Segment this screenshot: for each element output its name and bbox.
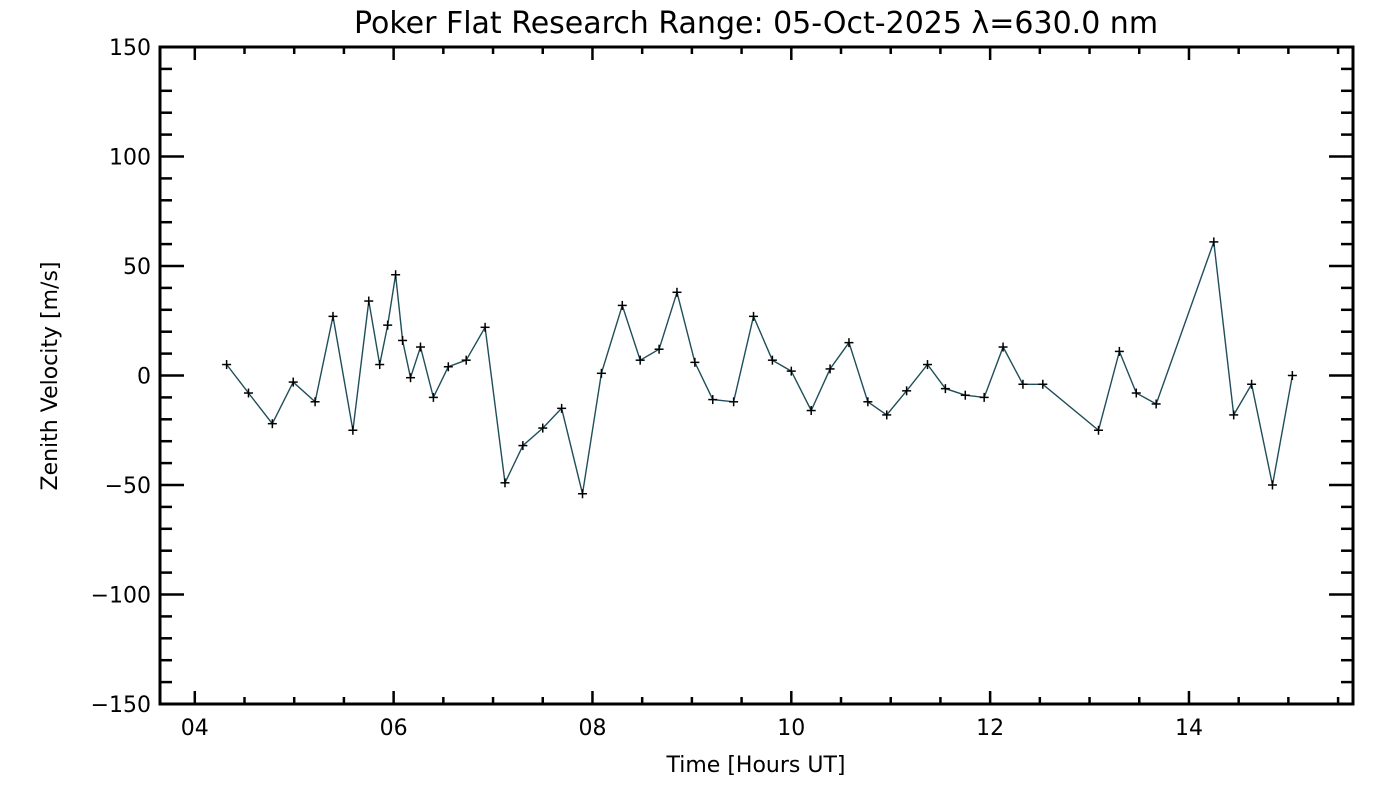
data-point — [825, 364, 835, 374]
data-point — [518, 441, 528, 451]
plot-frame — [158, 45, 1355, 706]
data-point — [538, 423, 548, 433]
x-tick-label: 08 — [578, 716, 606, 741]
data-point — [375, 360, 385, 370]
data-point — [348, 425, 358, 435]
x-axis-label: Time [Hours UT] — [666, 753, 846, 778]
data-point — [578, 489, 588, 499]
data-point — [1131, 388, 1141, 398]
data-point — [979, 392, 989, 402]
data-point — [1093, 425, 1103, 435]
data-point — [882, 410, 892, 420]
data-point — [461, 355, 471, 365]
data-point — [922, 360, 932, 370]
data-point — [557, 403, 567, 413]
data-point — [863, 397, 873, 407]
data-point — [998, 342, 1008, 352]
data-point — [364, 296, 374, 306]
data-point — [654, 344, 664, 354]
axis-ticks — [160, 45, 1353, 706]
data-point — [1114, 346, 1124, 356]
y-tick-label: 50 — [123, 255, 151, 280]
x-tick-label: 10 — [777, 716, 805, 741]
chart-title: Poker Flat Research Range: 05-Oct-2025 λ… — [354, 6, 1158, 41]
x-tick-label: 12 — [976, 716, 1004, 741]
y-tick-label: 100 — [109, 146, 151, 171]
data-point — [786, 366, 796, 376]
data-point — [902, 386, 912, 396]
x-tick-label: 04 — [181, 716, 209, 741]
data-point — [480, 322, 490, 332]
data-point — [383, 320, 393, 330]
x-tick-label: 06 — [380, 716, 408, 741]
data-point — [310, 397, 320, 407]
data-point — [406, 373, 416, 383]
data-point — [267, 419, 277, 429]
data-point — [635, 355, 645, 365]
data-point — [500, 478, 510, 488]
data-point — [443, 362, 453, 372]
y-axis-label: Zenith Velocity [m/s] — [38, 262, 63, 491]
data-point — [729, 397, 739, 407]
x-tick-labels: 04 06 08 10 12 14 — [181, 716, 1203, 741]
data-point — [1287, 371, 1297, 380]
data-point — [391, 270, 401, 280]
data-point — [844, 338, 854, 348]
data-point — [428, 392, 438, 402]
y-tick-label: −50 — [105, 474, 151, 499]
y-tick-label: −150 — [91, 693, 151, 718]
data-point — [1267, 480, 1277, 490]
data-point — [960, 390, 970, 400]
data-point — [596, 368, 606, 378]
data-point — [617, 300, 627, 310]
y-tick-label: −100 — [91, 584, 151, 609]
y-tick-labels: 150 100 50 0 −50 −100 −150 — [91, 36, 151, 718]
data-point — [1018, 379, 1028, 389]
data-point — [1209, 237, 1219, 247]
data-point — [672, 287, 682, 297]
data-point — [398, 335, 408, 345]
data-point — [708, 395, 718, 405]
data-point — [1229, 410, 1239, 420]
data-point — [328, 311, 338, 321]
data-point — [1038, 379, 1048, 389]
data-point — [1247, 379, 1257, 389]
series-line — [226, 241, 1294, 494]
data-markers — [222, 237, 1297, 499]
data-point — [690, 357, 700, 367]
data-point — [222, 360, 232, 370]
data-point — [1151, 399, 1161, 409]
data-point — [243, 388, 253, 398]
y-tick-label: 150 — [109, 36, 151, 61]
x-tick-label: 14 — [1175, 716, 1203, 741]
data-point — [767, 355, 777, 365]
data-point — [288, 377, 298, 387]
data-point — [415, 342, 425, 352]
data-point — [806, 406, 816, 416]
data-point — [749, 311, 759, 321]
data-point — [940, 384, 950, 394]
y-tick-label: 0 — [137, 365, 151, 390]
